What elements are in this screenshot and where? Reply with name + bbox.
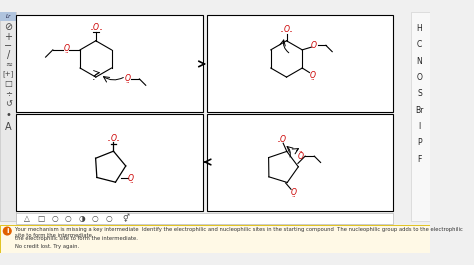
Bar bbox=[411, 12, 430, 221]
Text: P: P bbox=[417, 138, 422, 147]
Text: ··: ·· bbox=[125, 81, 130, 86]
Text: ·: · bbox=[91, 75, 95, 85]
Text: +: + bbox=[4, 32, 12, 42]
Text: ⚥: ⚥ bbox=[122, 214, 129, 223]
Bar bbox=[0, 12, 16, 221]
Text: O: O bbox=[311, 41, 317, 50]
Text: S: S bbox=[417, 89, 422, 98]
Text: Your mechanism is missing a key intermediate  Identify the electrophilic and nuc: Your mechanism is missing a key intermed… bbox=[16, 227, 463, 238]
Text: ·: · bbox=[280, 26, 284, 39]
Text: O: O bbox=[125, 74, 131, 83]
Text: ··: ·· bbox=[310, 77, 314, 83]
Text: O: O bbox=[64, 43, 70, 52]
Text: O: O bbox=[110, 134, 117, 143]
Text: □: □ bbox=[4, 80, 12, 89]
Text: H: H bbox=[417, 24, 422, 33]
Text: ·: · bbox=[107, 135, 111, 148]
Bar bbox=[0, 225, 430, 253]
Text: ○: ○ bbox=[51, 214, 58, 223]
Text: −: − bbox=[4, 41, 12, 51]
Text: ··: ·· bbox=[299, 149, 303, 154]
Text: ○: ○ bbox=[106, 214, 112, 223]
Text: Lr: Lr bbox=[6, 14, 11, 19]
Text: O: O bbox=[128, 174, 134, 183]
Text: ·: · bbox=[288, 26, 292, 39]
Text: ·: · bbox=[277, 136, 281, 149]
Text: i: i bbox=[6, 228, 9, 234]
Bar bbox=[207, 15, 393, 112]
Text: O: O bbox=[298, 152, 304, 161]
Text: O: O bbox=[283, 25, 290, 34]
Text: ↺: ↺ bbox=[5, 99, 12, 108]
Text: N: N bbox=[417, 57, 422, 66]
Text: A: A bbox=[5, 122, 11, 132]
Text: ·: · bbox=[116, 135, 120, 148]
Text: ·: · bbox=[98, 24, 102, 37]
Text: ··: ·· bbox=[129, 180, 133, 186]
Text: ○: ○ bbox=[92, 214, 99, 223]
Text: ≈: ≈ bbox=[5, 59, 12, 68]
Bar bbox=[16, 15, 202, 112]
Text: ÷: ÷ bbox=[5, 89, 12, 98]
Text: C: C bbox=[417, 40, 422, 49]
Text: ·: · bbox=[89, 24, 93, 37]
Text: O: O bbox=[417, 73, 422, 82]
Text: /: / bbox=[7, 50, 10, 60]
Text: •: • bbox=[5, 110, 11, 120]
Bar bbox=[0, 12, 16, 21]
Text: O: O bbox=[279, 135, 285, 144]
Text: O: O bbox=[93, 23, 99, 32]
Text: No credit lost. Try again.: No credit lost. Try again. bbox=[16, 244, 80, 249]
Text: △: △ bbox=[24, 214, 30, 223]
Text: I: I bbox=[419, 122, 421, 131]
Bar bbox=[207, 114, 393, 211]
Text: O: O bbox=[291, 188, 297, 197]
Text: [+]: [+] bbox=[2, 70, 14, 77]
Text: ○: ○ bbox=[65, 214, 72, 223]
Bar bbox=[16, 213, 393, 224]
Bar bbox=[16, 114, 202, 211]
Text: □: □ bbox=[37, 214, 45, 223]
Text: ··: ·· bbox=[64, 51, 69, 56]
Text: ⊘: ⊘ bbox=[4, 22, 12, 32]
Text: O: O bbox=[309, 71, 315, 80]
Text: the electrophilic site to form the intermediate.: the electrophilic site to form the inter… bbox=[16, 236, 138, 241]
Text: Br: Br bbox=[415, 106, 424, 115]
Text: ◑: ◑ bbox=[78, 214, 85, 223]
Text: ··: ·· bbox=[292, 193, 296, 200]
Circle shape bbox=[3, 227, 12, 236]
Text: F: F bbox=[418, 155, 422, 164]
